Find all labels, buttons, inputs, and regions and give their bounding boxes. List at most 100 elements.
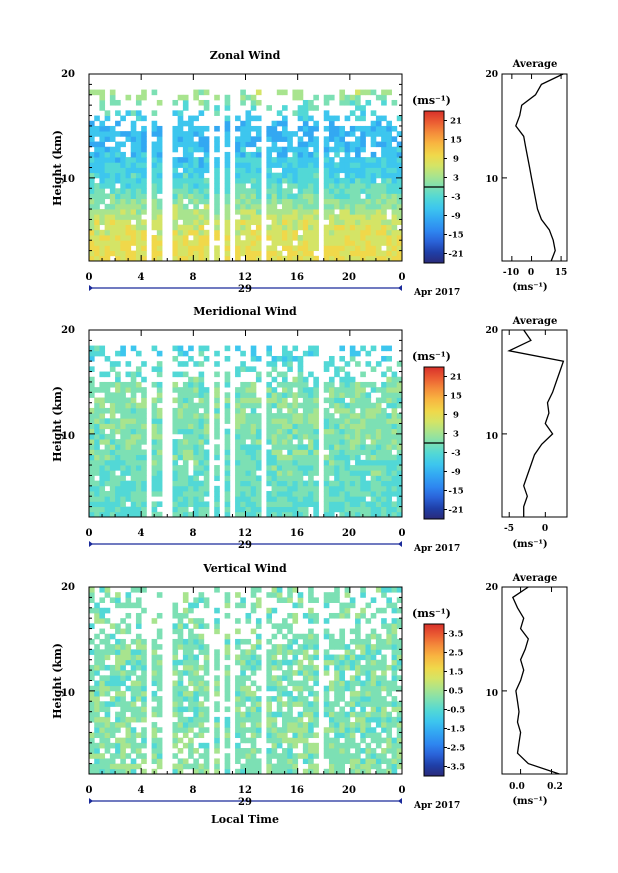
heatmap-cell [297, 465, 304, 471]
heatmap-cell [177, 193, 184, 200]
heatmap-cell [240, 727, 246, 733]
heatmap-cell [375, 229, 382, 236]
heatmap-cell [381, 387, 387, 393]
heatmap-cell [177, 423, 184, 430]
heatmap-cell [198, 250, 205, 257]
heatmap-cell [94, 690, 100, 697]
heatmap-cell [151, 433, 158, 440]
heatmap-cell [224, 99, 231, 106]
heatmap-cell [287, 480, 293, 487]
heatmap-cell [156, 727, 163, 733]
heatmap-cell [188, 345, 194, 352]
heatmap-cell [355, 465, 361, 471]
heatmap-cell [349, 602, 356, 609]
heatmap-cell [115, 110, 121, 116]
profile-x-tick: -5 [504, 524, 514, 534]
heatmap-cell [172, 209, 179, 215]
heatmap-cell [188, 193, 194, 200]
heatmap-cell [334, 722, 340, 728]
heatmap-cell [360, 157, 366, 163]
heatmap-cell [282, 350, 288, 357]
colorbar-tick-label: 15 [450, 136, 462, 146]
heatmap-cell [282, 381, 288, 388]
heatmap-cell [375, 188, 382, 194]
day-axis: 29 Apr 2017 Local Time [89, 797, 460, 826]
heatmap-cell [177, 418, 184, 424]
heatmap-cell [375, 768, 382, 775]
heatmap-cell [156, 151, 163, 158]
heatmap-cell [94, 459, 100, 466]
heatmap-cell [115, 214, 121, 220]
heatmap-cell [308, 413, 314, 419]
heatmap-cell [172, 742, 179, 749]
heatmap-cell [94, 157, 100, 163]
heatmap-cell [235, 506, 241, 513]
heatmap-cell [365, 696, 372, 702]
heatmap-cell [370, 89, 377, 96]
heatmap-cell [365, 742, 372, 749]
heatmap-cell [370, 203, 377, 210]
heatmap-cell [349, 675, 356, 681]
heatmap-cell [255, 157, 262, 163]
heatmap-cell [266, 255, 272, 262]
x-tick-label: 0 [399, 785, 406, 796]
heatmap-cell [386, 120, 392, 127]
heatmap-cell [99, 350, 106, 357]
heatmap-cell [104, 229, 111, 236]
heatmap-cell [250, 94, 257, 101]
heatmap-cell [355, 392, 361, 398]
heatmap-cell [203, 758, 210, 765]
heatmap-cell [125, 454, 132, 461]
heatmap-cell [255, 716, 262, 723]
heatmap-cell [391, 188, 398, 194]
heatmap-cell [344, 501, 351, 508]
x-tick-label: 16 [290, 785, 304, 796]
heatmap-cell [250, 245, 257, 252]
heatmap-cell [235, 392, 241, 398]
heatmap-cell [276, 501, 283, 508]
heatmap-cell [240, 690, 246, 697]
heatmap-cell [89, 407, 95, 414]
heatmap-cell [188, 480, 194, 487]
heatmap-cell [120, 214, 126, 220]
x-tick-label: 0 [86, 272, 93, 283]
heatmap-cell [135, 229, 142, 236]
heatmap-cell [334, 439, 340, 445]
heatmap-cell [120, 407, 126, 414]
heatmap-cell [381, 701, 387, 707]
heatmap-cell [130, 407, 137, 414]
heatmap-cell [203, 696, 210, 702]
heatmap-cell [141, 255, 147, 262]
heatmap-cell [224, 162, 231, 168]
heatmap-cell [125, 701, 132, 707]
heatmap-cell [193, 506, 199, 513]
heatmap-cell [130, 449, 137, 456]
heatmap-cell [188, 618, 194, 624]
heatmap-cell [94, 255, 100, 262]
heatmap-cell [125, 402, 132, 409]
heatmap-cell [125, 162, 132, 168]
heatmap-cell [391, 183, 398, 189]
heatmap-cell [282, 470, 288, 476]
heatmap-cell [104, 240, 111, 246]
heatmap-cell [250, 732, 257, 739]
heatmap-cell [250, 480, 257, 487]
heatmap-cell [323, 685, 330, 692]
heatmap-cell [99, 475, 106, 482]
heatmap-cell [141, 361, 147, 367]
heatmap-cell [396, 177, 403, 184]
heatmap-cell [255, 623, 262, 629]
heatmap-cell [266, 659, 272, 666]
heatmap-cell [282, 355, 288, 362]
heatmap-cell [156, 628, 163, 635]
heatmap-cell [266, 727, 272, 733]
heatmap-cell [182, 623, 189, 629]
heatmap-cell [323, 366, 330, 372]
heatmap-cell [266, 706, 272, 713]
heatmap-cell [396, 706, 403, 713]
heatmap-cell [308, 371, 314, 378]
heatmap-cell [381, 345, 387, 352]
heatmap-cell [182, 491, 189, 497]
heatmap-cell [135, 235, 142, 241]
heatmap-cell [386, 141, 392, 148]
